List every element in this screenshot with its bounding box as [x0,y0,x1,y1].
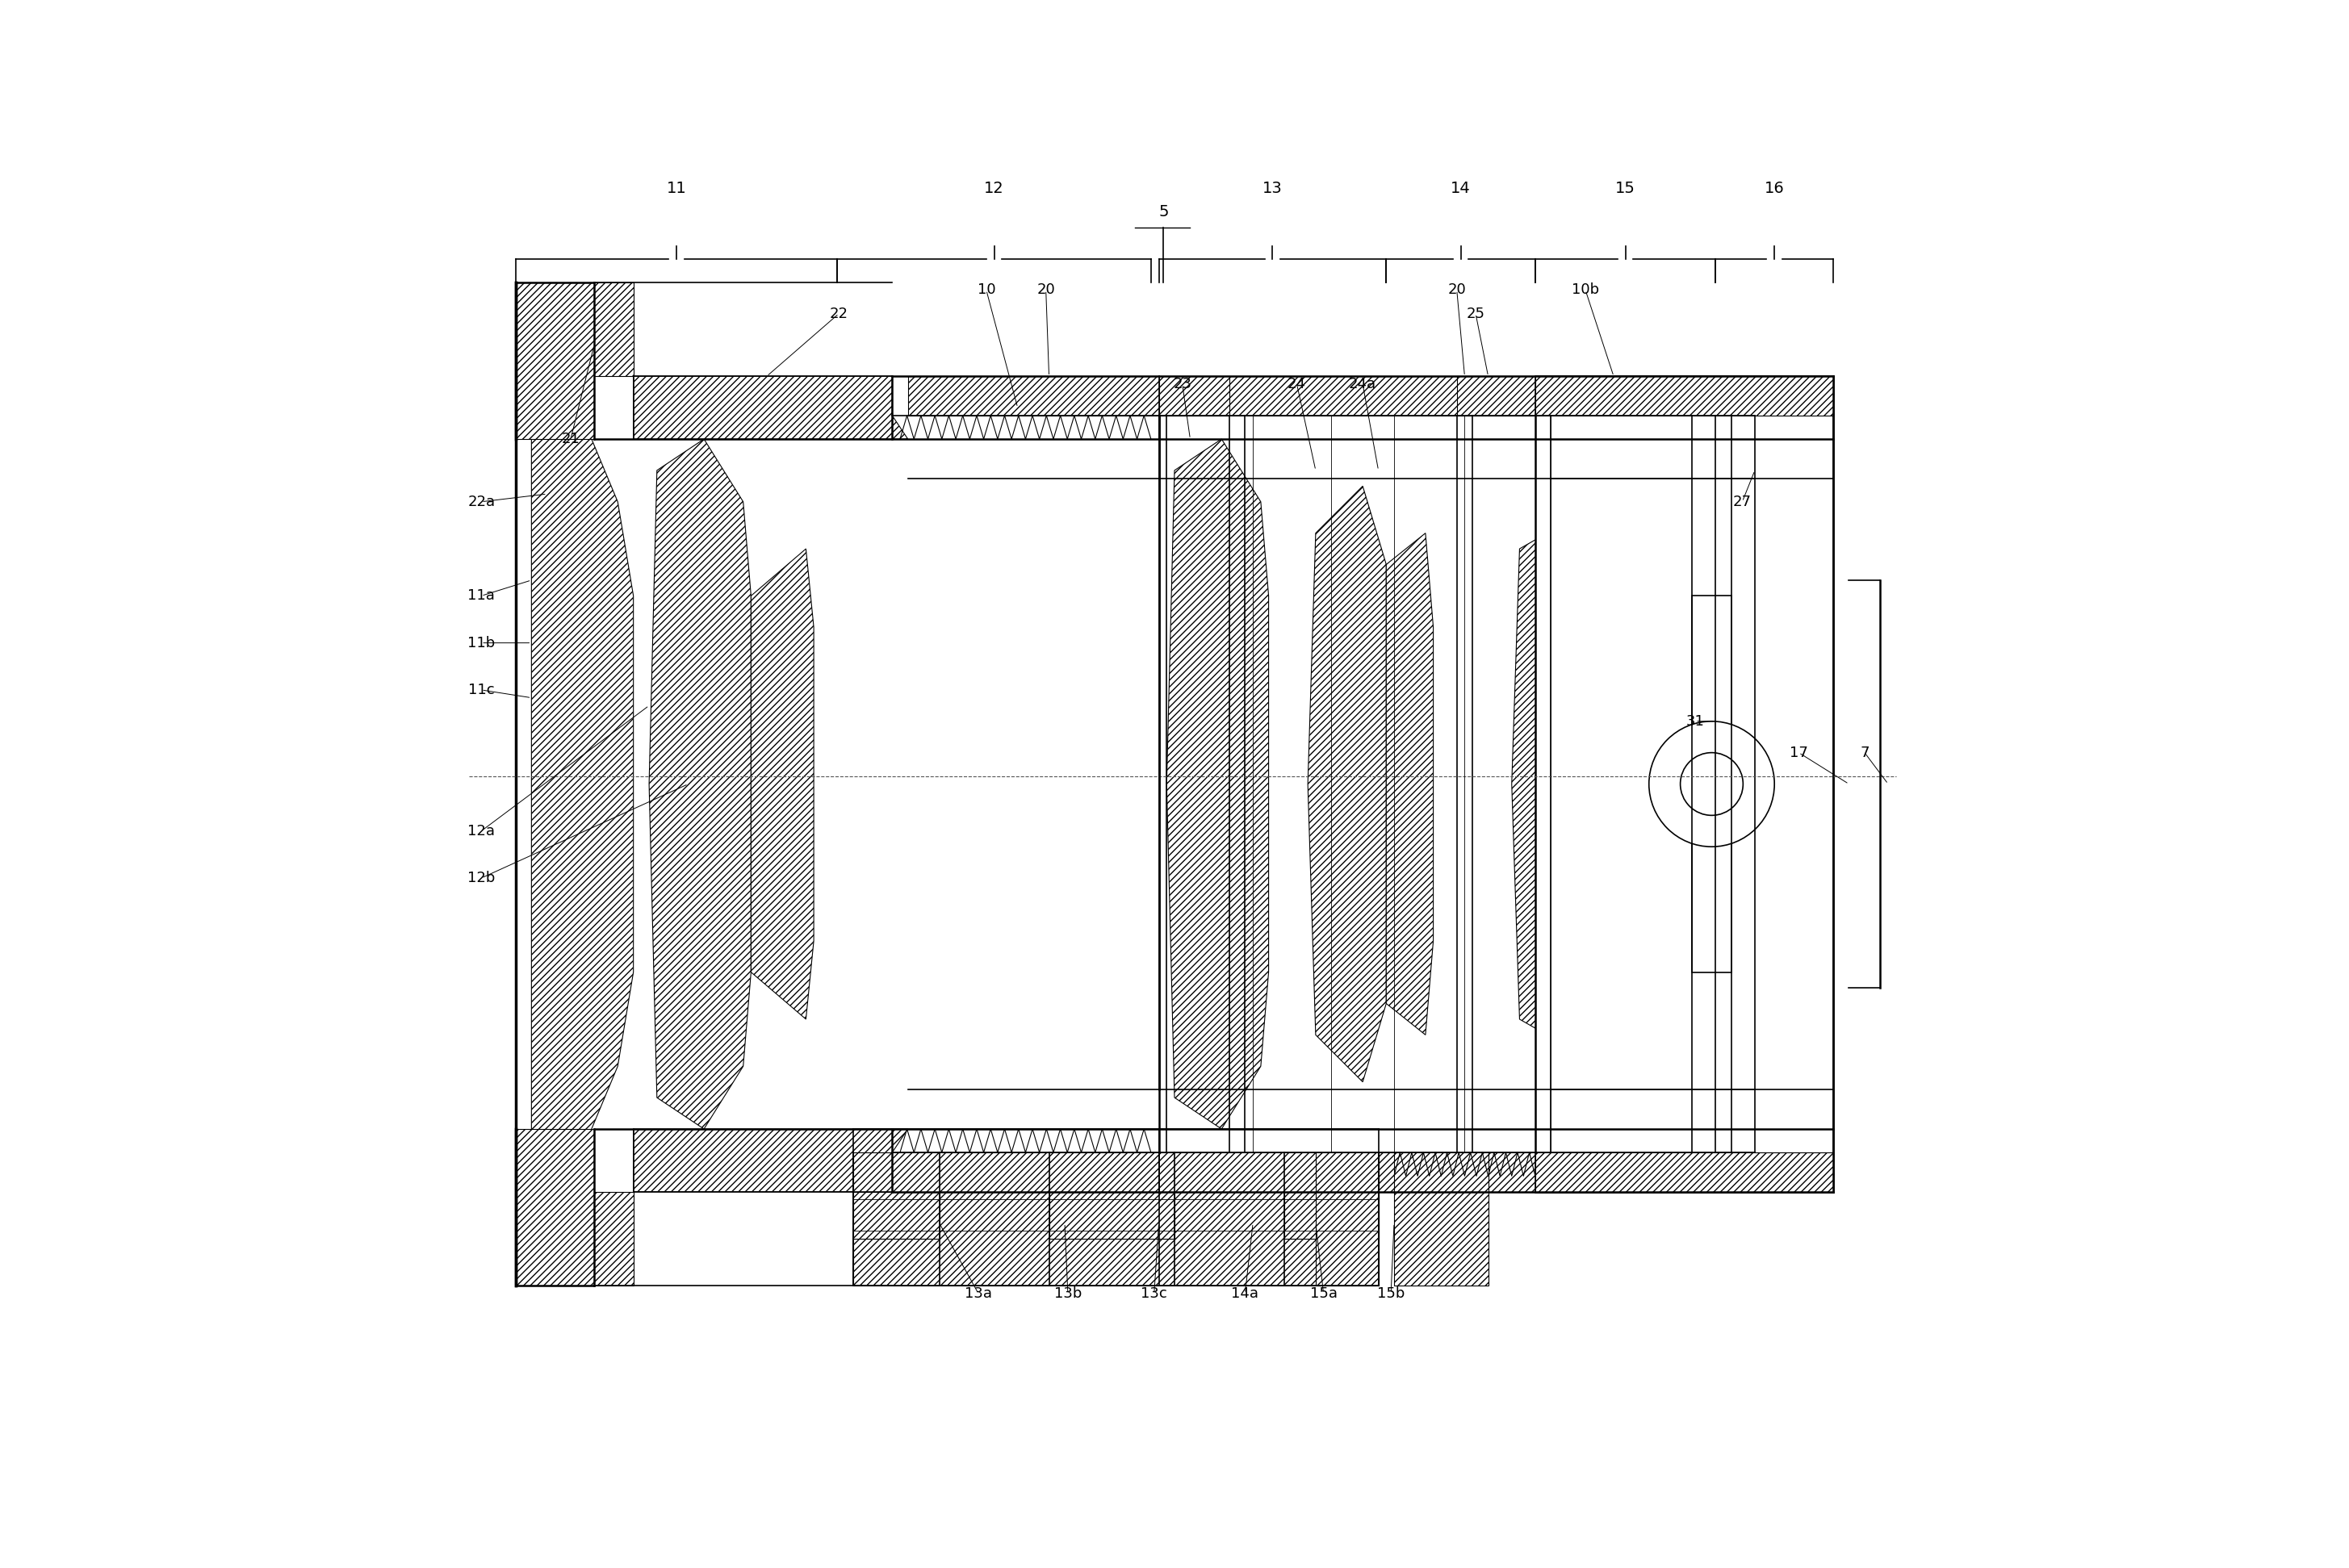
Text: 10b: 10b [1571,282,1600,298]
Polygon shape [1536,376,1832,416]
Bar [1536,376,1832,1192]
Text: 13b: 13b [1055,1286,1083,1301]
Text: 11c: 11c [467,682,493,698]
Polygon shape [853,1152,1379,1286]
Text: 13c: 13c [1142,1286,1167,1301]
Text: 25: 25 [1466,306,1485,321]
Text: 13a: 13a [965,1286,991,1301]
Text: 12b: 12b [467,870,496,886]
Text: 15b: 15b [1377,1286,1405,1301]
Text: 10: 10 [977,282,996,298]
Polygon shape [1393,1152,1489,1286]
Polygon shape [634,1129,907,1192]
Polygon shape [1513,517,1590,1051]
Text: 22a: 22a [467,494,496,510]
Polygon shape [648,439,752,1129]
Text: 14a: 14a [1231,1286,1259,1301]
Polygon shape [907,376,1738,416]
Polygon shape [531,408,634,1160]
Text: 12: 12 [984,180,1003,196]
Text: 21: 21 [561,431,580,447]
Polygon shape [1386,533,1433,1035]
Polygon shape [907,1152,1738,1192]
Circle shape [1680,753,1743,815]
Text: 14: 14 [1452,180,1470,196]
Polygon shape [1158,376,1229,416]
Text: 15a: 15a [1311,1286,1337,1301]
Bar [1738,416,1832,1152]
Text: 23: 23 [1172,376,1191,392]
Text: 20: 20 [1036,282,1055,298]
Polygon shape [1315,1152,1379,1286]
Circle shape [1649,721,1773,847]
Polygon shape [1285,1192,1379,1239]
Polygon shape [1738,376,1832,416]
Text: 12a: 12a [467,823,496,839]
Polygon shape [634,376,907,439]
Text: 11b: 11b [467,635,496,651]
Text: 20: 20 [1447,282,1466,298]
Text: 5: 5 [1158,204,1167,220]
Polygon shape [1167,439,1268,1129]
Polygon shape [517,282,634,439]
Text: 17: 17 [1790,745,1809,760]
Text: 15: 15 [1616,180,1635,196]
Text: 13: 13 [1261,180,1283,196]
Text: 24: 24 [1287,376,1306,392]
Polygon shape [1308,486,1386,1082]
Polygon shape [1456,1152,1536,1192]
Polygon shape [752,549,813,1019]
Text: 31: 31 [1687,713,1705,729]
Polygon shape [1738,1152,1832,1192]
Text: 24a: 24a [1348,376,1377,392]
Polygon shape [1050,1192,1174,1239]
Bar [1691,596,1731,972]
Text: 22: 22 [829,306,848,321]
Polygon shape [853,1192,940,1239]
Polygon shape [517,1129,634,1286]
Text: 16: 16 [1764,180,1785,196]
Polygon shape [1536,1152,1832,1192]
Polygon shape [1590,533,1661,1035]
Polygon shape [1456,376,1536,416]
Text: 7: 7 [1860,745,1870,760]
Text: 27: 27 [1734,494,1752,510]
Text: 11: 11 [667,180,686,196]
Text: 11a: 11a [467,588,496,604]
Polygon shape [1158,1152,1229,1192]
